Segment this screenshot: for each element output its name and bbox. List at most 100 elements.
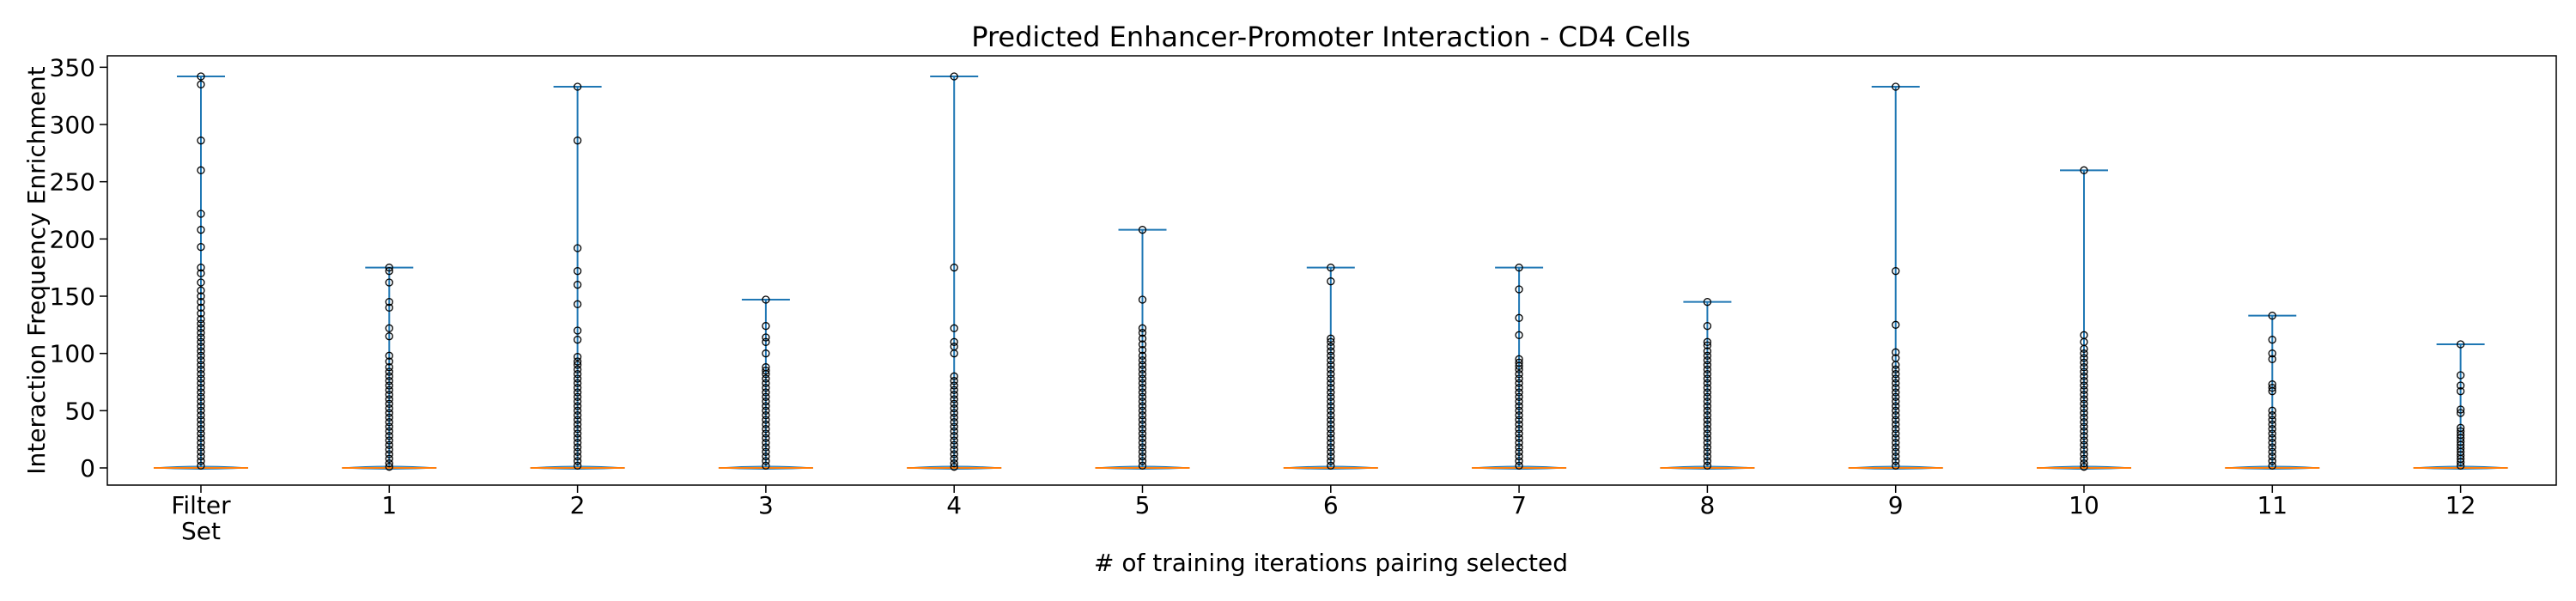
outlier-point (385, 324, 393, 332)
outlier-point (1892, 267, 1900, 276)
outlier-point (762, 447, 770, 456)
outlier-point (1703, 420, 1712, 428)
outlier-point (197, 72, 205, 81)
outlier-point (1703, 402, 1712, 410)
outlier-point (1892, 429, 1900, 438)
outlier-point (1515, 416, 1523, 424)
outlier-point (385, 385, 393, 394)
outlier-point (762, 434, 770, 442)
outlier-point (762, 333, 770, 342)
outlier-point (2456, 387, 2465, 396)
violins (153, 72, 2508, 471)
outlier-point (197, 420, 205, 428)
outlier-point (1892, 452, 1900, 461)
x-tick-label: 12 (2445, 491, 2476, 519)
outlier-point (2080, 377, 2088, 385)
outlier-point (385, 391, 393, 399)
outlier-point (950, 324, 958, 332)
outlier-point (2080, 349, 2088, 358)
outlier-point (197, 343, 205, 351)
outlier-point (950, 413, 958, 422)
outlier-point (762, 379, 770, 387)
outlier-point (573, 244, 582, 252)
outlier-point (385, 404, 393, 413)
outlier-point (573, 411, 582, 420)
outlier-point (762, 367, 770, 375)
outlier-point (950, 422, 958, 431)
outlier-point (1327, 374, 1335, 383)
outlier-point (950, 337, 958, 346)
outlier-point (385, 413, 393, 422)
outlier-point (1138, 388, 1147, 397)
outlier-point (1515, 392, 1523, 401)
outlier-point (385, 377, 393, 385)
y-tick-label: 100 (50, 340, 95, 368)
outlier-point (1892, 384, 1900, 392)
outlier-point (762, 406, 770, 415)
outlier-point (197, 402, 205, 410)
outlier-point (2456, 405, 2465, 414)
outlier-point (2456, 458, 2465, 466)
outlier-point (573, 420, 582, 428)
outlier-point (2080, 367, 2088, 376)
outlier-point (1327, 370, 1335, 379)
outlier-point (1327, 384, 1335, 392)
outlier-point (1327, 406, 1335, 415)
outlier-point (2456, 461, 2465, 470)
outlier-point (950, 372, 958, 380)
outlier-point (197, 447, 205, 456)
x-tick-label: 8 (1699, 491, 1715, 519)
outlier-point (950, 446, 958, 454)
outlier-point (950, 450, 958, 458)
outlier-point (2080, 372, 2088, 380)
outlier-point (2080, 385, 2088, 394)
outlier-point (197, 379, 205, 387)
outlier-point (950, 440, 958, 449)
outlier-point (762, 429, 770, 438)
outlier-point (197, 286, 205, 294)
outlier-point (1515, 331, 1523, 339)
outlier-point (1138, 384, 1147, 392)
outlier-point (197, 406, 205, 415)
x-tick-label: Filter Set (171, 491, 231, 545)
outlier-point (950, 459, 958, 468)
outlier-point (2080, 418, 2088, 427)
outlier-point (1515, 388, 1523, 397)
outlier-point (2456, 371, 2465, 379)
y-tick-label: 250 (50, 168, 95, 197)
y-axis: 0 50 100 150 200 250 300 350 (50, 53, 107, 483)
outlier-point (1703, 356, 1712, 365)
outlier-point (573, 447, 582, 456)
outlier-point (762, 398, 770, 406)
outlier-point (1138, 374, 1147, 383)
outlier-point (1892, 434, 1900, 442)
outlier-point (2080, 358, 2088, 367)
outlier-point (1327, 337, 1335, 346)
outlier-point (573, 336, 582, 344)
outlier-point (1327, 411, 1335, 420)
outlier-point (197, 226, 205, 234)
outlier-point (1892, 392, 1900, 401)
outlier-point (2268, 336, 2276, 344)
outlier-point (197, 166, 205, 174)
outlier-point (950, 427, 958, 435)
outlier-point (1892, 439, 1900, 447)
outlier-point (1515, 452, 1523, 461)
violin-group (153, 72, 249, 470)
outlier-point (573, 82, 582, 91)
outlier-point (1327, 343, 1335, 351)
outlier-point (950, 349, 958, 358)
outlier-point (2080, 459, 2088, 468)
violin-group (2413, 340, 2508, 470)
outlier-point (197, 243, 205, 252)
outlier-point (1327, 461, 1335, 470)
outlier-point (573, 353, 582, 361)
outlier-point (1138, 406, 1147, 415)
outlier-point (573, 457, 582, 465)
outlier-point (1327, 379, 1335, 387)
outlier-point (2456, 340, 2465, 349)
outlier-point (1515, 313, 1523, 322)
outlier-point (1892, 370, 1900, 379)
outlier-point (385, 422, 393, 431)
outlier-point (1892, 461, 1900, 470)
